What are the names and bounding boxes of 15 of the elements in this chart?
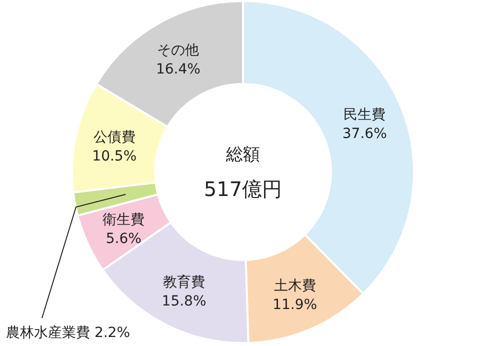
data-label: 5.6% [106,231,142,248]
slice-label: その他 [157,42,200,59]
data-label: 11.9% [272,296,318,313]
data-label: 37.6% [342,126,387,142]
data-label: 16.4% [156,62,200,78]
slice-label: 農林水産業費 2.2% [6,325,130,341]
text: 517億円 [204,177,282,201]
data-label: 15.8% [162,294,206,310]
data-label: 10.5% [92,148,137,165]
slice-label: 土木費 [274,278,316,294]
slice-label: 衛生費 [102,212,145,228]
slice-label: 教育費 [163,274,206,291]
slice-label: 民生費 [344,107,386,124]
text: 総額 [225,145,260,165]
slice-label: 公債費 [93,130,136,146]
